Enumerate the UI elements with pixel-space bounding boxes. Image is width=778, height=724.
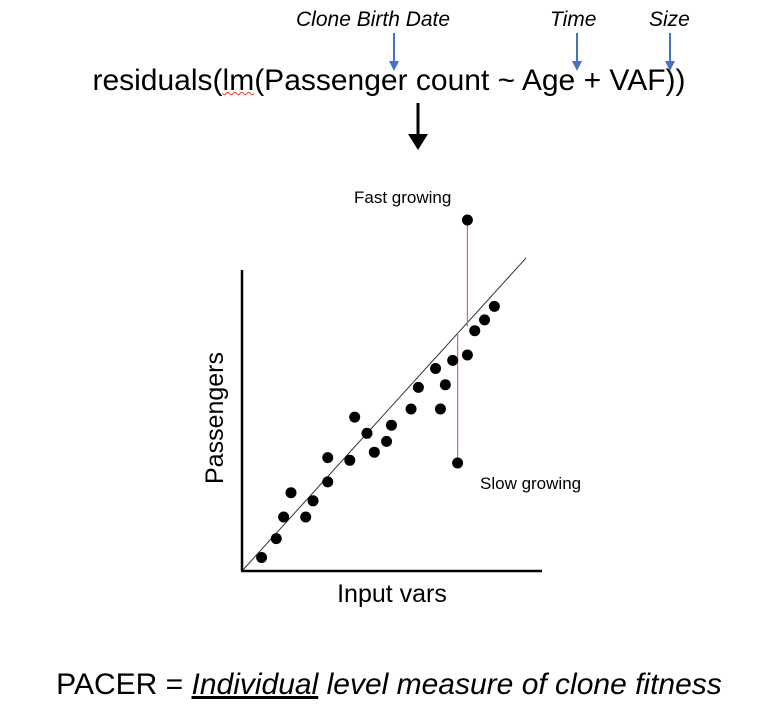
scatter-point [488, 300, 500, 312]
scatter-point [300, 511, 312, 523]
formula: residuals(lm(Passenger count ~ Age + VAF… [0, 66, 778, 96]
scatter-point [307, 495, 319, 507]
scatter-point [361, 427, 373, 439]
down-arrow-head [408, 134, 428, 150]
scatter-point [368, 446, 380, 458]
scatter-point [430, 363, 442, 374]
formula-suffix: (Passenger count ~ Age + VAF)) [254, 64, 686, 97]
footer-prefix: PACER = [56, 668, 192, 701]
scatter-point [479, 314, 491, 326]
scatter-point [434, 403, 446, 415]
scatter-point [344, 454, 356, 466]
fast-growing-point [461, 214, 473, 226]
outlier-points [452, 214, 473, 469]
time-label: Time [550, 8, 597, 31]
footer-underlined: Individual [191, 668, 319, 701]
y-axis-label: Passengers [201, 352, 229, 484]
scatter-point [270, 533, 282, 545]
scatter-point [278, 511, 290, 523]
scatter-points [256, 300, 500, 563]
clone-birth-date-label: Clone Birth Date [296, 8, 451, 31]
slow-growing-point [452, 457, 464, 469]
formula-lm: lm [222, 64, 255, 97]
scatter-point [447, 354, 459, 366]
formula-prefix: residuals( [92, 64, 223, 97]
scatter-point [256, 552, 268, 563]
x-axis-label: Input vars [337, 580, 447, 608]
scatter-point [439, 379, 451, 391]
fast-growing-label: Fast growing [354, 188, 451, 207]
scatter-point [349, 411, 361, 423]
scatter-point [322, 476, 334, 488]
footer-caption: PACER = Individual level measure of clon… [0, 670, 778, 700]
footer-rest: level measure of clone fitness [318, 668, 722, 701]
scatter-point [405, 403, 417, 415]
slow-growing-label: Slow growing [480, 474, 581, 493]
scatter-point [322, 452, 334, 464]
scatter-point [285, 487, 297, 499]
regression-line [241, 257, 527, 572]
scatter-point [469, 325, 481, 337]
scatter-point [412, 381, 424, 393]
scatter-point [385, 419, 397, 431]
scatter-point [381, 435, 393, 447]
scatter-point [461, 349, 473, 361]
size-label: Size [649, 8, 690, 31]
